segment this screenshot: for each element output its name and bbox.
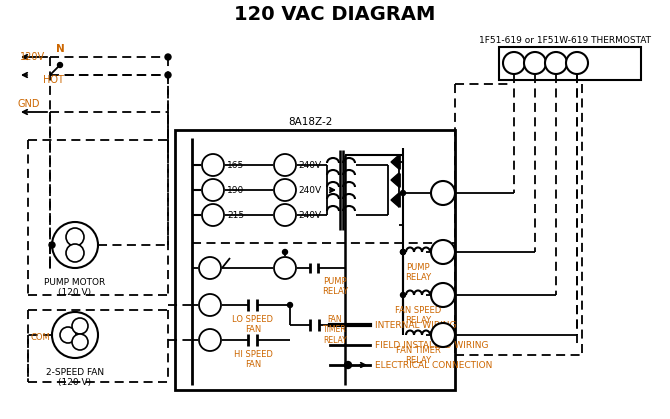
Text: FAN SPEED
RELAY: FAN SPEED RELAY (395, 306, 441, 326)
Text: FIELD INSTALLED WIRING: FIELD INSTALLED WIRING (375, 341, 488, 349)
Text: P1: P1 (278, 263, 292, 273)
Circle shape (72, 318, 88, 334)
Text: COM: COM (30, 334, 50, 342)
Polygon shape (391, 155, 399, 169)
Circle shape (60, 327, 76, 343)
Circle shape (287, 303, 293, 308)
Circle shape (274, 204, 296, 226)
Text: W: W (529, 58, 541, 68)
Text: FAN TIMER
RELAY: FAN TIMER RELAY (395, 346, 440, 365)
Text: HI: HI (204, 335, 216, 345)
Text: N: N (209, 160, 217, 170)
Text: 240V: 240V (298, 210, 321, 220)
Text: L2: L2 (279, 160, 291, 170)
Text: F2: F2 (278, 210, 291, 220)
Text: INTERNAL WIRING: INTERNAL WIRING (375, 321, 456, 329)
Text: 215: 215 (227, 210, 244, 220)
Circle shape (503, 52, 525, 74)
Text: GND: GND (18, 99, 40, 109)
Polygon shape (391, 193, 399, 207)
Text: 165: 165 (227, 160, 245, 170)
Text: 240V: 240V (298, 160, 321, 170)
Circle shape (431, 240, 455, 264)
Text: R: R (439, 188, 448, 198)
Text: R: R (510, 58, 519, 68)
Text: L1: L1 (204, 263, 216, 273)
Circle shape (202, 179, 224, 201)
Text: LO SPEED
FAN: LO SPEED FAN (232, 315, 273, 334)
Circle shape (401, 249, 405, 254)
Text: ELECTRICAL CONNECTION: ELECTRICAL CONNECTION (375, 360, 492, 370)
Text: P2: P2 (278, 185, 292, 195)
Text: F2: F2 (206, 210, 220, 220)
Circle shape (566, 52, 588, 74)
Circle shape (199, 294, 221, 316)
Circle shape (58, 62, 62, 67)
Circle shape (431, 323, 455, 347)
Circle shape (401, 249, 405, 254)
Text: FAN
TIMER
RELAY: FAN TIMER RELAY (323, 315, 347, 345)
Circle shape (72, 334, 88, 350)
Polygon shape (391, 173, 399, 187)
Text: G: G (438, 330, 448, 340)
Text: PUMP MOTOR
(120 V): PUMP MOTOR (120 V) (44, 278, 106, 297)
Text: 190: 190 (227, 186, 245, 194)
Circle shape (431, 181, 455, 205)
Circle shape (202, 154, 224, 176)
Text: 240V: 240V (298, 186, 321, 194)
Circle shape (274, 179, 296, 201)
Text: 120 VAC DIAGRAM: 120 VAC DIAGRAM (234, 5, 436, 23)
Circle shape (52, 312, 98, 358)
Circle shape (165, 54, 171, 60)
Text: 1F51-619 or 1F51W-619 THERMOSTAT: 1F51-619 or 1F51W-619 THERMOSTAT (479, 36, 651, 44)
Circle shape (274, 154, 296, 176)
Text: G: G (572, 58, 582, 68)
Text: 120V: 120V (20, 52, 45, 62)
Circle shape (66, 228, 84, 246)
Text: 2-SPEED FAN
(120 V): 2-SPEED FAN (120 V) (46, 368, 104, 388)
Text: PUMP
RELAY: PUMP RELAY (322, 277, 348, 296)
Circle shape (66, 244, 84, 262)
Text: L0: L0 (204, 300, 216, 310)
Circle shape (165, 72, 171, 78)
Circle shape (199, 329, 221, 351)
Text: HOT: HOT (43, 75, 64, 85)
Circle shape (49, 242, 55, 248)
Circle shape (283, 249, 287, 254)
Bar (499, 47, 641, 80)
Text: Y: Y (439, 290, 447, 300)
Circle shape (52, 222, 98, 268)
Circle shape (344, 362, 352, 368)
Circle shape (524, 52, 546, 74)
Text: 8A18Z-2: 8A18Z-2 (288, 117, 332, 127)
Text: HI SPEED
FAN: HI SPEED FAN (234, 350, 273, 370)
Circle shape (401, 292, 405, 297)
Text: LO: LO (67, 318, 77, 326)
Text: Y: Y (552, 58, 560, 68)
Circle shape (431, 283, 455, 307)
Text: N: N (56, 44, 65, 54)
Bar (175, 130, 455, 390)
Circle shape (401, 191, 405, 196)
Circle shape (545, 52, 567, 74)
Circle shape (274, 257, 296, 279)
Text: W: W (437, 247, 449, 257)
Text: PUMP
RELAY: PUMP RELAY (405, 263, 431, 282)
Text: P2: P2 (206, 185, 220, 195)
Circle shape (202, 204, 224, 226)
Circle shape (199, 257, 221, 279)
Text: HI: HI (81, 341, 89, 349)
